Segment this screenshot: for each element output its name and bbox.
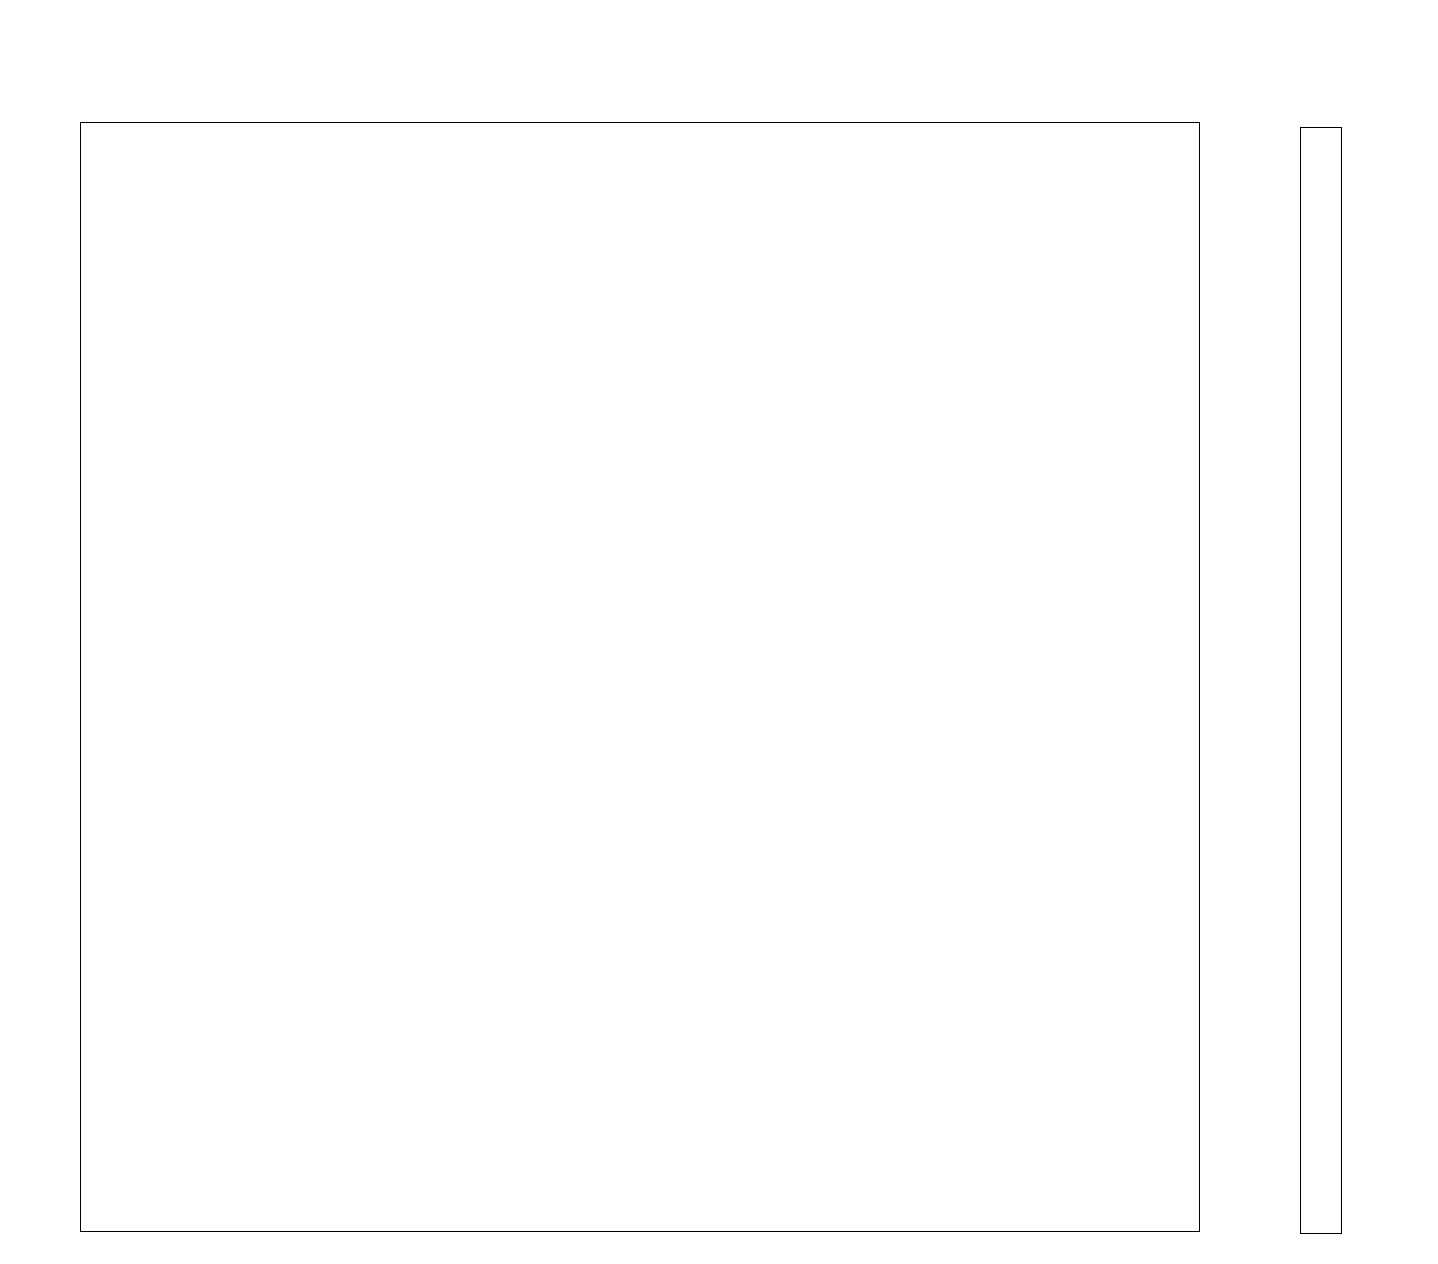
colorbar: [1300, 127, 1342, 1234]
plot-area: [80, 122, 1200, 1232]
wind-barb-canvas: [81, 123, 1198, 1230]
